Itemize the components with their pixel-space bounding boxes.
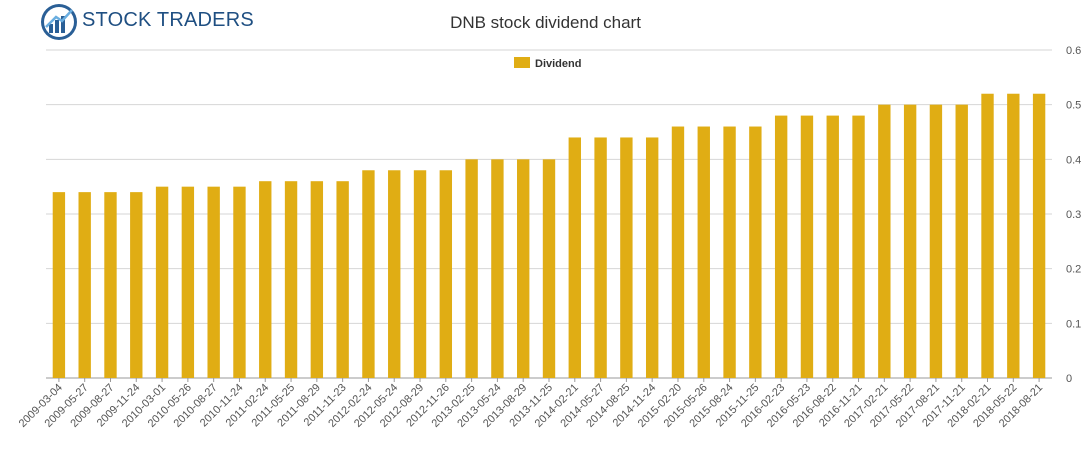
chart-title: DNB stock dividend chart bbox=[450, 13, 641, 32]
bar bbox=[465, 159, 478, 378]
bar bbox=[594, 137, 607, 378]
bar bbox=[310, 181, 324, 378]
bar bbox=[749, 126, 762, 379]
bar bbox=[671, 126, 685, 379]
bar bbox=[259, 181, 272, 378]
bar bbox=[645, 137, 659, 378]
y-tick-label: 0.4 bbox=[1066, 154, 1081, 166]
y-tick-label: 0.3 bbox=[1066, 209, 1081, 221]
bar bbox=[1032, 93, 1046, 378]
bar bbox=[181, 186, 195, 378]
y-tick-label: 0 bbox=[1066, 373, 1072, 385]
bar bbox=[1007, 93, 1020, 378]
bar bbox=[155, 186, 169, 378]
bar bbox=[207, 186, 220, 378]
bar bbox=[620, 137, 633, 378]
bar bbox=[52, 192, 66, 378]
bar bbox=[955, 104, 968, 379]
bar bbox=[774, 115, 788, 378]
bar bbox=[233, 186, 246, 378]
y-tick-label: 0.1 bbox=[1066, 318, 1081, 330]
bar bbox=[800, 115, 814, 378]
bar bbox=[723, 126, 736, 379]
bar bbox=[388, 170, 401, 378]
bar bbox=[903, 104, 917, 379]
bar bbox=[517, 159, 530, 378]
bar bbox=[413, 170, 427, 378]
legend: Dividend bbox=[514, 57, 581, 70]
bar bbox=[697, 126, 710, 379]
bar bbox=[78, 192, 91, 378]
bar bbox=[981, 93, 994, 378]
bar bbox=[852, 115, 865, 378]
brand-name: STOCK TRADERS bbox=[82, 9, 254, 31]
bar bbox=[284, 181, 298, 378]
bar bbox=[878, 104, 891, 379]
legend-swatch bbox=[514, 57, 530, 68]
y-axis-ticks: 0 0.1 0.2 0.3 0.4 0.5 0.6 bbox=[1066, 45, 1081, 385]
stock-traders-logo bbox=[41, 4, 77, 40]
x-axis-ticks: 2009-03-042009-05-272009-08-272009-11-24… bbox=[17, 378, 1045, 430]
bar bbox=[362, 170, 375, 378]
legend-label: Dividend bbox=[535, 58, 581, 70]
bars bbox=[52, 93, 1046, 379]
y-tick-label: 0.6 bbox=[1066, 45, 1081, 57]
bar bbox=[130, 192, 143, 378]
bar bbox=[491, 159, 504, 378]
y-tick-label: 0.2 bbox=[1066, 264, 1081, 276]
bar bbox=[826, 115, 839, 378]
bar bbox=[929, 104, 943, 379]
bar bbox=[542, 159, 556, 378]
bar bbox=[104, 192, 117, 378]
bar bbox=[439, 170, 453, 378]
bar bbox=[568, 137, 581, 378]
bar bbox=[336, 181, 349, 378]
y-tick-label: 0.5 bbox=[1066, 100, 1081, 112]
